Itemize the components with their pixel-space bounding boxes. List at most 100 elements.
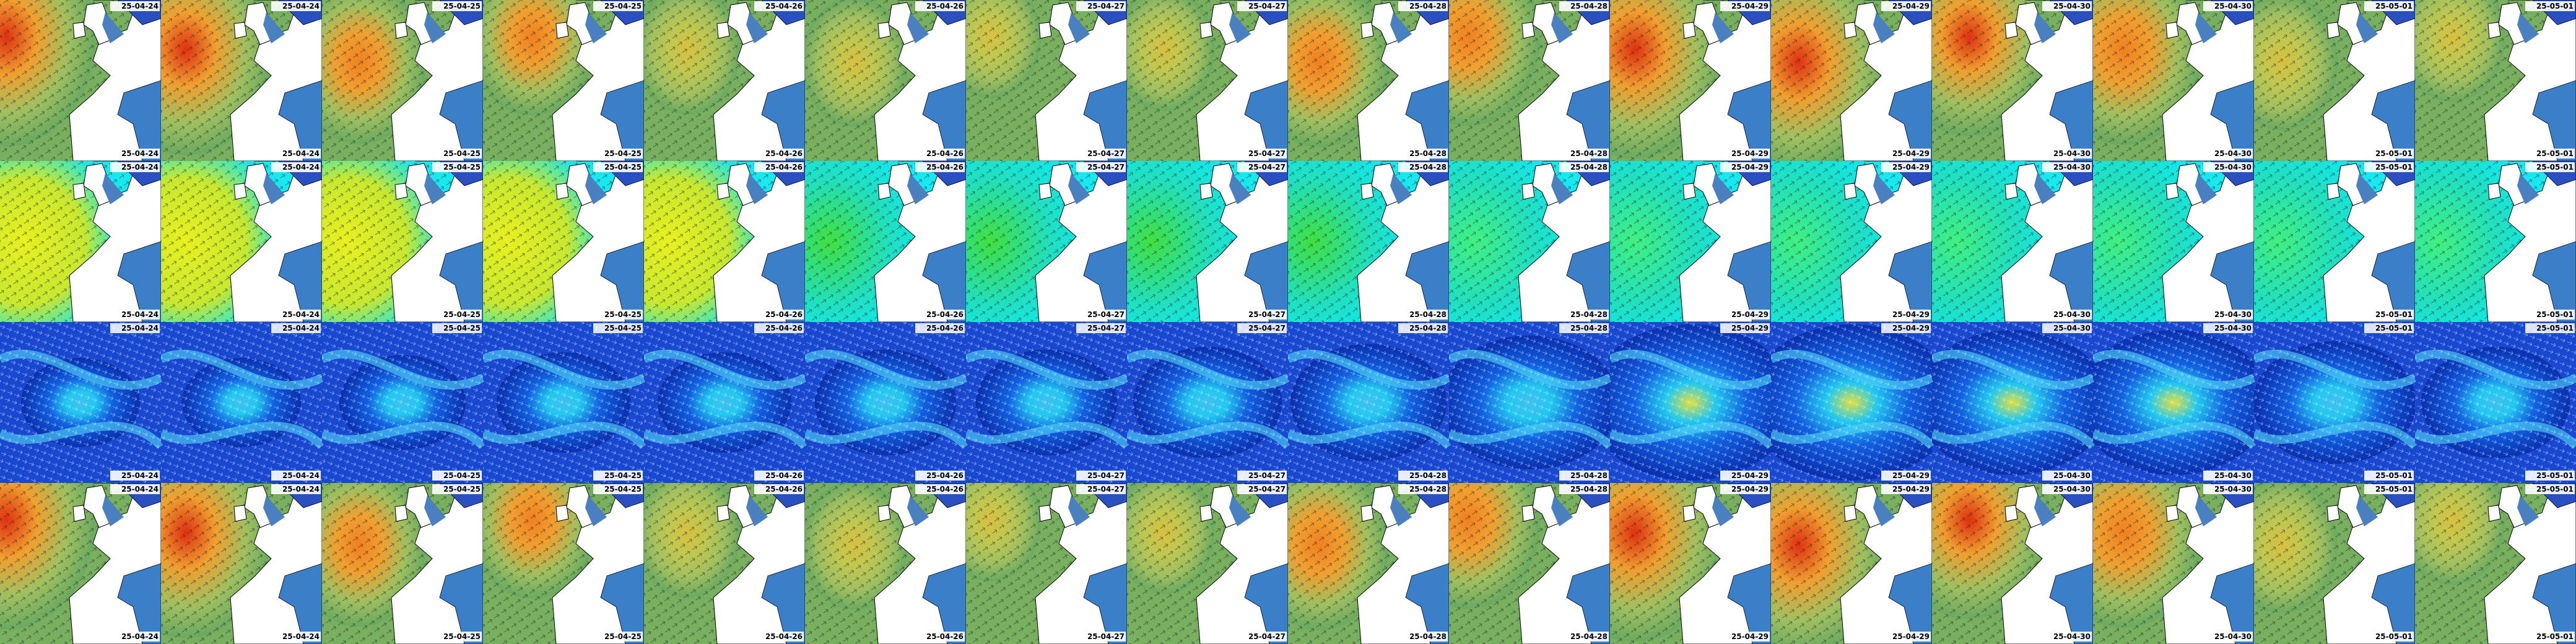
date-box: [2364, 149, 2414, 159]
date-box: [2364, 484, 2414, 494]
date-label: 25-04-25: [443, 632, 481, 641]
date-label: 25-04-29: [1731, 163, 1769, 172]
date-box: [593, 471, 643, 481]
map-tile: 25-04-26 25-04-26: [644, 483, 805, 644]
date-label: 25-05-01: [2536, 2, 2574, 11]
date-label: 25-04-29: [1731, 471, 1769, 480]
date-label: 25-04-28: [1409, 485, 1447, 494]
date-label: 25-04-27: [1087, 324, 1125, 333]
date-box: [2525, 471, 2575, 481]
date-box: [593, 632, 643, 642]
date-label: 25-04-29: [1731, 324, 1769, 333]
date-box: [1720, 1, 1770, 11]
date-label: 25-04-25: [604, 163, 642, 172]
date-label: 25-05-01: [2536, 149, 2574, 158]
date-box: [593, 323, 643, 333]
date-box: [110, 632, 160, 642]
date-box: [432, 1, 482, 11]
date-label: 25-04-27: [1087, 471, 1125, 480]
date-label: 25-04-29: [1892, 632, 1930, 641]
date-label: 25-05-01: [2375, 163, 2413, 172]
date-box: [2203, 149, 2253, 159]
date-box: [593, 484, 643, 494]
map-tile: 25-04-28 25-04-28: [1288, 483, 1449, 644]
date-label: 25-04-28: [1409, 324, 1447, 333]
date-label: 25-04-27: [1248, 485, 1286, 494]
date-box: [2042, 632, 2092, 642]
date-label: 25-04-28: [1409, 632, 1447, 641]
date-label: 25-04-28: [1570, 2, 1608, 11]
date-label: 25-04-26: [926, 324, 964, 333]
date-label: 25-04-24: [282, 149, 320, 158]
date-label: 25-05-01: [2375, 310, 2413, 319]
map-tile: 25-04-24 25-04-24: [0, 0, 161, 161]
date-label: 25-04-26: [926, 485, 964, 494]
date-label: 25-04-29: [1892, 324, 1930, 333]
date-box: [432, 632, 482, 642]
map-tile: 25-04-29 25-04-29: [1610, 161, 1771, 322]
date-box: [1559, 323, 1609, 333]
date-box: [1076, 162, 1126, 172]
date-box: [2364, 310, 2414, 320]
date-box: [1720, 632, 1770, 642]
map-tile: 25-04-29 25-04-29: [1610, 483, 1771, 644]
date-box: [2364, 632, 2414, 642]
date-label: 25-04-25: [604, 149, 642, 158]
date-label: 25-05-01: [2375, 471, 2413, 480]
date-box: [593, 1, 643, 11]
date-box: [1720, 484, 1770, 494]
map-tile: 25-05-01 25-05-01: [2254, 322, 2415, 483]
date-box: [1720, 162, 1770, 172]
map-tile: 25-04-26 25-04-26: [805, 0, 966, 161]
date-box: [110, 1, 160, 11]
date-box: [1076, 149, 1126, 159]
date-box: [915, 632, 965, 642]
date-box: [110, 484, 160, 494]
map-tile: 25-04-28 25-04-28: [1449, 161, 1610, 322]
date-box: [110, 471, 160, 481]
date-box: [593, 149, 643, 159]
date-label: 25-04-25: [443, 485, 481, 494]
map-tile: 25-04-26 25-04-26: [805, 322, 966, 483]
date-label: 25-04-28: [1409, 163, 1447, 172]
map-tile: 25-04-26 25-04-26: [644, 322, 805, 483]
date-label: 25-04-25: [604, 310, 642, 319]
date-box: [2203, 1, 2253, 11]
date-label: 25-04-26: [926, 471, 964, 480]
date-label: 25-05-01: [2536, 310, 2574, 319]
date-label: 25-04-28: [1570, 310, 1608, 319]
date-box: [2203, 484, 2253, 494]
date-box: [1398, 162, 1448, 172]
map-tile: 25-04-28 25-04-28: [1449, 483, 1610, 644]
date-box: [432, 162, 482, 172]
date-label: 25-04-25: [443, 149, 481, 158]
date-box: [2364, 471, 2414, 481]
date-box: [754, 149, 804, 159]
date-label: 25-04-28: [1409, 2, 1447, 11]
date-box: [432, 471, 482, 481]
date-box: [915, 471, 965, 481]
date-label: 25-05-01: [2375, 485, 2413, 494]
map-tile: 25-04-25 25-04-25: [322, 483, 483, 644]
date-box: [271, 149, 321, 159]
date-box: [2525, 310, 2575, 320]
map-tile: 25-04-30 25-04-30: [2093, 0, 2254, 161]
date-label: 25-04-30: [2214, 471, 2252, 480]
date-label: 25-04-29: [1731, 2, 1769, 11]
map-tile: 25-04-28 25-04-28: [1449, 322, 1610, 483]
date-label: 25-05-01: [2375, 149, 2413, 158]
date-label: 25-04-26: [926, 310, 964, 319]
date-label: 25-04-24: [121, 632, 159, 641]
date-label: 25-04-30: [2053, 324, 2091, 333]
date-label: 25-05-01: [2536, 471, 2574, 480]
date-label: 25-04-27: [1087, 2, 1125, 11]
date-box: [1237, 162, 1287, 172]
map-tile: 25-04-24 25-04-24: [161, 322, 322, 483]
date-label: 25-04-29: [1731, 149, 1769, 158]
date-box: [271, 162, 321, 172]
date-box: [1720, 323, 1770, 333]
map-tile: 25-04-25 25-04-25: [483, 322, 644, 483]
date-box: [593, 162, 643, 172]
date-label: 25-04-24: [282, 2, 320, 11]
map-tile: 25-04-25 25-04-25: [322, 161, 483, 322]
